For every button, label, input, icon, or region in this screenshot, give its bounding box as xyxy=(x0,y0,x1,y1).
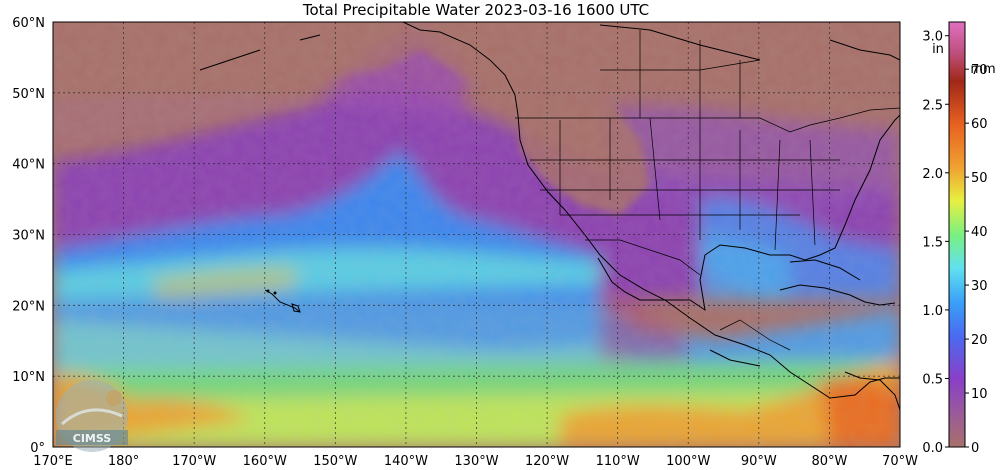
colorbar-mm-label: 20 xyxy=(971,333,988,348)
lat-label: 10°N xyxy=(12,370,45,385)
map-frame xyxy=(52,21,901,448)
colorbar-inch-label: 1.5 xyxy=(922,235,943,250)
colorbar-mm-label: 10 xyxy=(971,387,988,402)
lon-label: 110°W xyxy=(596,454,640,469)
colorbar-inch-label: 2.0 xyxy=(922,167,943,182)
lat-label: 30°N xyxy=(12,229,45,244)
lon-label: 80°W xyxy=(811,454,847,469)
colorbar-mm-ticks: 0 10 20 30 40 50 60 70 xyxy=(965,63,988,456)
hawaii-islands xyxy=(266,289,301,313)
lon-label: 180° xyxy=(108,454,139,469)
colorbar-inch-label: 1.0 xyxy=(922,304,943,319)
cimss-logo: CIMSS xyxy=(56,380,128,452)
lat-label: 60°N xyxy=(12,16,45,31)
lon-label: 130°W xyxy=(454,454,498,469)
lon-label: 160°W xyxy=(243,454,287,469)
lon-label: 70°W xyxy=(882,454,918,469)
colorbar-unit-mm: mm xyxy=(970,62,995,77)
longitude-labels: 170°E 180° 170°W 160°W 150°W 140°W 130°W 120°W 1… xyxy=(33,454,918,469)
graticule xyxy=(53,22,900,447)
lon-label: 170°W xyxy=(172,454,216,469)
lon-label: 150°W xyxy=(313,454,357,469)
colorbar-inch-label: 0.5 xyxy=(922,372,943,387)
colorbar-inch-label: 2.5 xyxy=(922,98,943,113)
lat-label: 50°N xyxy=(12,87,45,102)
colorbar-mm-label: 0 xyxy=(971,441,979,456)
colorbar-mm-label: 50 xyxy=(971,171,988,186)
political-borders xyxy=(515,30,900,351)
colorbar-unit-in: in xyxy=(932,42,944,57)
colorbar-mm-label: 30 xyxy=(971,279,988,294)
colorbar-inch-ticks: 0.0 0.5 1.0 1.5 2.0 2.5 3.0 xyxy=(922,30,949,456)
lat-label: 40°N xyxy=(12,158,45,173)
colorbar-inch-label: 3.0 xyxy=(922,30,943,45)
lon-label: 170°E xyxy=(33,454,73,469)
lat-label: 0° xyxy=(30,441,45,456)
latitude-labels: 0° 10°N 20°N 30°N 40°N 50°N 60°N xyxy=(12,16,45,456)
colorbar: 0.0 0.5 1.0 1.5 2.0 2.5 3.0 0 10 20 30 40 50 60 70 in… xyxy=(922,21,996,456)
lat-label: 20°N xyxy=(12,299,45,314)
colorbar-mm-label: 70 xyxy=(971,63,988,78)
colorbar-inch-label: 0.0 xyxy=(922,441,943,456)
colorbar-mm-label: 60 xyxy=(971,117,988,132)
lon-label: 90°W xyxy=(741,454,777,469)
colorbar-mm-label: 40 xyxy=(971,225,988,240)
lon-label: 120°W xyxy=(525,454,569,469)
chart-title: Total Precipitable Water 2023-03-16 1600… xyxy=(302,1,649,19)
logo-text: CIMSS xyxy=(73,432,112,445)
colorbar-gradient xyxy=(948,21,966,448)
lon-label: 140°W xyxy=(384,454,428,469)
lon-label: 100°W xyxy=(666,454,710,469)
